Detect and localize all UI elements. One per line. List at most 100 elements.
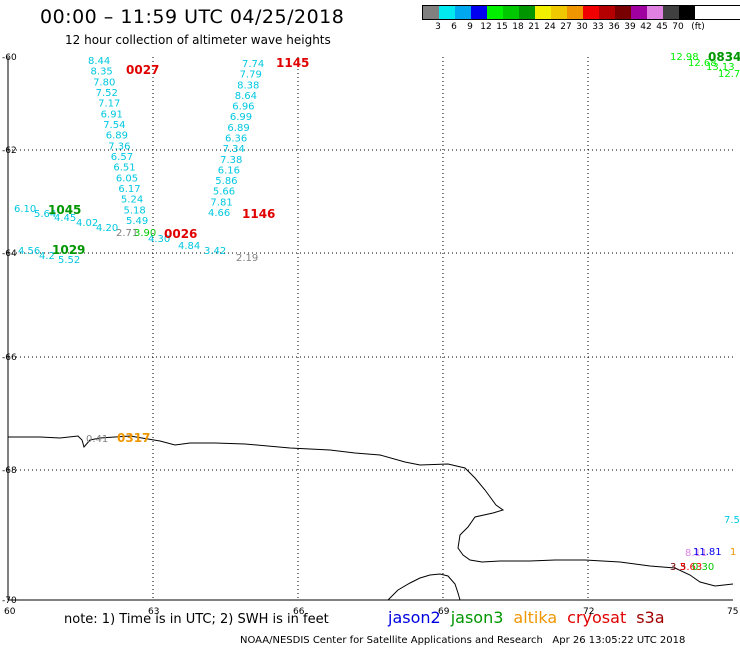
- swh-value: 6.05: [116, 173, 138, 184]
- legend-label: 18: [512, 22, 524, 32]
- legend-label: 3: [435, 22, 441, 32]
- legend-label: 27: [560, 22, 572, 32]
- pass-time-label: 0317: [117, 431, 150, 445]
- swh-value: 2.71: [116, 228, 138, 239]
- swh-value: 4.66: [208, 208, 230, 219]
- swh-value: 3.90: [134, 228, 156, 239]
- legend-swatch: [615, 6, 631, 19]
- legend-labels: 3 6 9 12 15 18 21 24 27 30 33 36 39 42 45 70 (ft): [422, 20, 740, 34]
- legend-label: (ft): [691, 22, 705, 32]
- pass-time-label: 1146: [242, 207, 275, 221]
- pass-time-label: 1145: [276, 56, 309, 70]
- legend-swatch: [567, 6, 583, 19]
- swh-value: 7.34: [223, 144, 245, 155]
- legend-swatch: [439, 6, 455, 19]
- coastline-south: [387, 573, 461, 601]
- mission-altika: altika: [513, 608, 558, 627]
- legend-label: 30: [576, 22, 588, 32]
- lon-tick-label: 66: [293, 607, 305, 617]
- lon-tick-label: 60: [4, 607, 16, 617]
- swh-value: 4.20: [96, 223, 118, 234]
- swh-value: 8.11: [685, 548, 707, 559]
- legend-swatch: [631, 6, 647, 19]
- swh-value: 4.56: [18, 246, 40, 257]
- lat-tick-label: -66: [2, 353, 17, 363]
- legend-swatch: [535, 6, 551, 19]
- swh-value: 7.38: [220, 155, 242, 166]
- lat-tick-label: -60: [2, 53, 17, 63]
- legend-swatch: [487, 6, 503, 19]
- legend-label: 21: [528, 22, 540, 32]
- swh-value: 8.44: [88, 56, 110, 67]
- credit-line: NOAA/NESDIS Center for Satellite Applica…: [240, 635, 686, 646]
- legend-swatch: [663, 6, 679, 19]
- swh-value: 6.16: [218, 165, 240, 176]
- legend-swatch: [647, 6, 663, 19]
- pass-time-label: 0027: [126, 63, 159, 77]
- legend-label: 12: [480, 22, 492, 32]
- legend-label: 6: [451, 22, 457, 32]
- swh-value: 6.36: [225, 134, 247, 145]
- legend-swatch: [551, 6, 567, 19]
- swh-value: 5.86: [215, 176, 237, 187]
- coastline: [8, 435, 734, 587]
- swh-value: 8.35: [91, 67, 113, 78]
- swh-value: 2.19: [236, 253, 258, 264]
- mission-s3a: s3a: [636, 608, 665, 627]
- swh-value: 8.64: [235, 91, 257, 102]
- legend-label: 9: [467, 22, 473, 32]
- swh-value: 4.45: [54, 213, 76, 224]
- legend-label: 45: [656, 22, 668, 32]
- swh-value: 7.52: [96, 88, 118, 99]
- swh-value: 7.17: [98, 99, 120, 110]
- legend-label: 42: [640, 22, 652, 32]
- lat-tick-label: -70: [2, 596, 17, 606]
- mission-cryosat: cryosat: [567, 608, 627, 627]
- swh-value: 0.41: [86, 434, 108, 445]
- legend-swatches: [422, 5, 740, 20]
- swh-value: 6.99: [230, 112, 252, 123]
- swh-value: 7.80: [93, 77, 115, 88]
- swh-value: 5.18: [123, 205, 145, 216]
- legend-label: 33: [592, 22, 604, 32]
- pass-time-label: 0834: [708, 50, 740, 64]
- swh-value: 12.7: [718, 69, 740, 80]
- swh-value: 5.49: [126, 216, 148, 227]
- swh-value: 7.54: [103, 120, 125, 131]
- mission-legend: jason2 jason3 altika cryosat s3a: [388, 608, 675, 627]
- color-legend: 3 6 9 12 15 18 21 24 27 30 33 36 39 42 45 70 (ft): [422, 5, 740, 34]
- legend-swatch: [583, 6, 599, 19]
- swh-value: 6.89: [106, 131, 128, 142]
- page-subtitle: 12 hour collection of altimeter wave hei…: [65, 33, 331, 47]
- lon-tick-label: 69: [438, 607, 450, 617]
- lat-tick-label: -68: [2, 466, 17, 476]
- swh-value: 3.3: [670, 562, 686, 573]
- mission-jason2: jason2: [388, 608, 441, 627]
- legend-swatch: [599, 6, 615, 19]
- swh-value: 4.84: [178, 241, 200, 252]
- swh-value: 7.36: [108, 141, 130, 152]
- swh-value: 0.30: [692, 562, 714, 573]
- swh-value: 13.13: [706, 62, 735, 73]
- swh-value: 4.2: [39, 251, 55, 262]
- legend-label: 24: [544, 22, 556, 32]
- swh-value: 5.63: [680, 562, 702, 573]
- swh-value: 6.51: [113, 163, 135, 174]
- swh-value: 6.10: [14, 204, 36, 215]
- lon-tick-label: 63: [148, 607, 159, 617]
- swh-value: 1: [730, 547, 736, 558]
- swh-value: 6.17: [118, 184, 140, 195]
- lon-tick-label: 72: [583, 607, 594, 617]
- swh-value: 4.02: [76, 218, 98, 229]
- swh-value: 3.42: [204, 246, 226, 257]
- legend-swatch: [679, 6, 695, 19]
- legend-label: 15: [496, 22, 508, 32]
- swh-value: 5.52: [58, 255, 80, 266]
- swh-value: 12.98: [670, 52, 699, 63]
- map-grid: 60 63 66 69 72 75 -60 -62 -64 -66 -68 -70: [2, 53, 738, 617]
- swh-value: 5.64: [34, 209, 56, 220]
- legend-label: 36: [608, 22, 620, 32]
- swh-value: 7.74: [242, 59, 264, 70]
- swh-value: 5.66: [213, 187, 235, 198]
- lat-tick-label: -62: [2, 146, 17, 156]
